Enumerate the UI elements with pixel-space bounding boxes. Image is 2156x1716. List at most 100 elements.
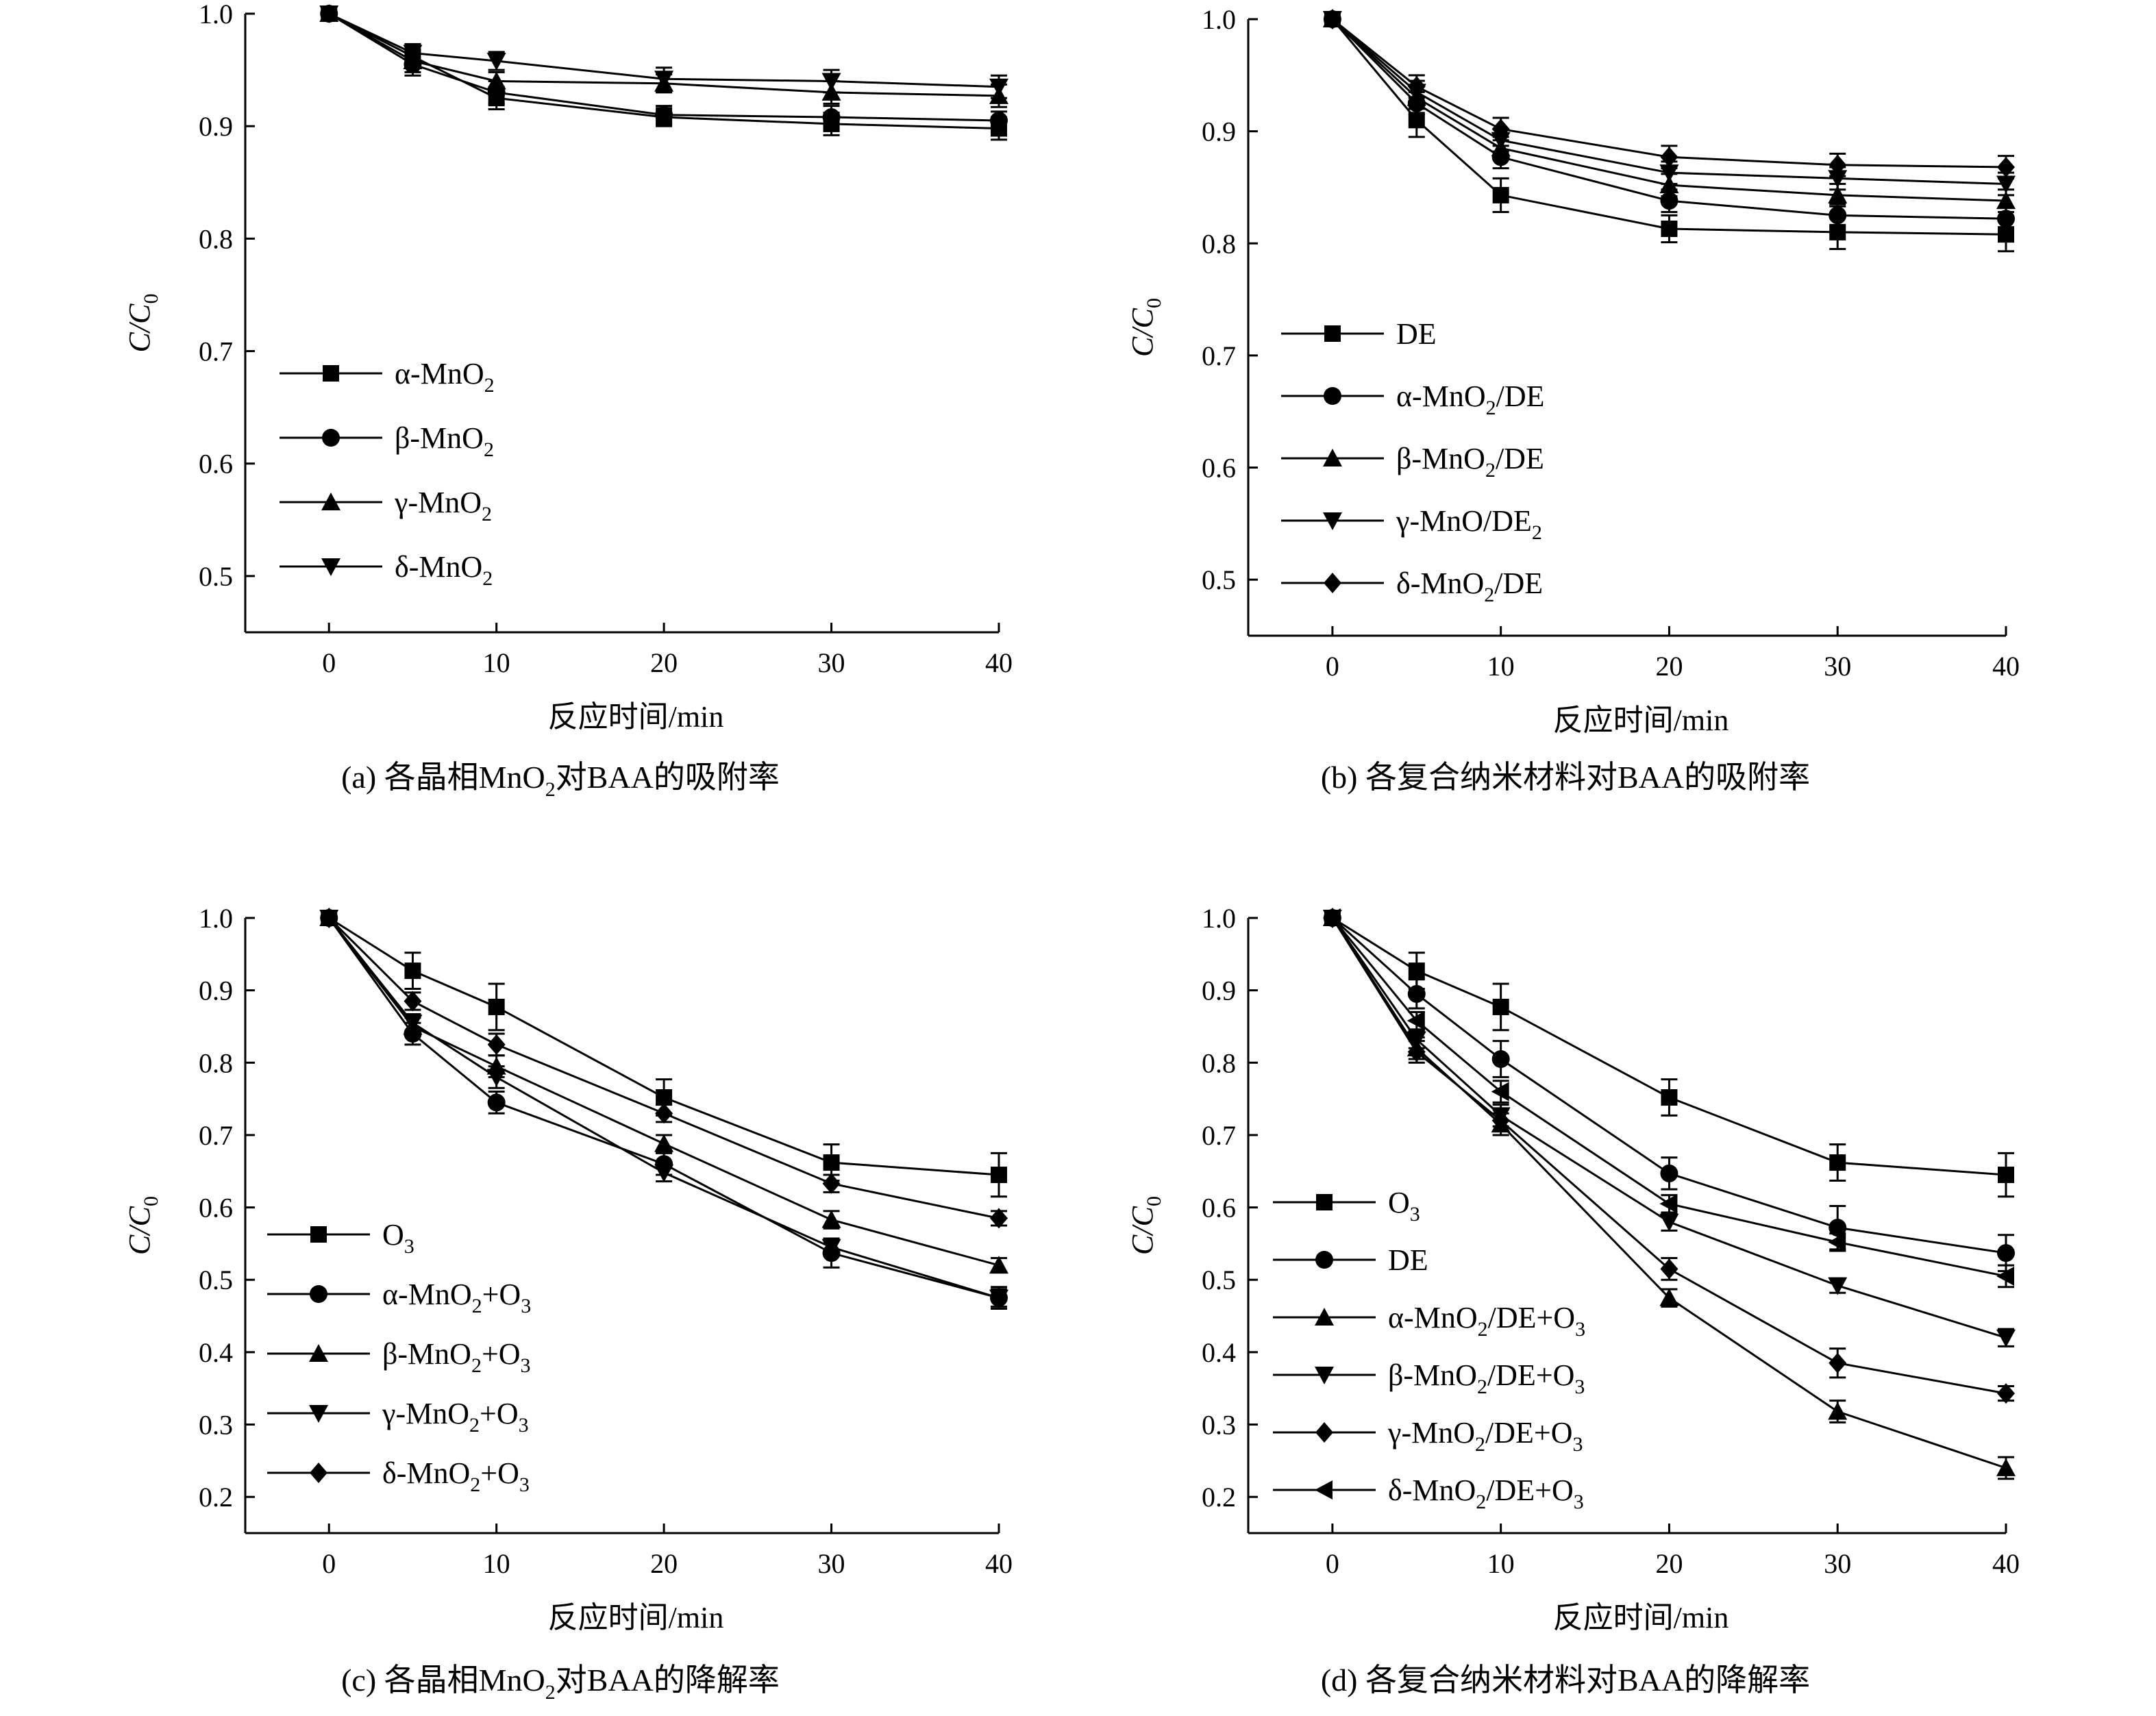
data-point xyxy=(1660,147,1678,168)
legend-marker xyxy=(1315,1422,1333,1443)
legend-label-run-0: γ-MnO xyxy=(1387,1416,1475,1450)
data-point xyxy=(654,1134,674,1152)
series-line xyxy=(328,12,1000,97)
legend-marker xyxy=(309,1344,328,1362)
y-axis-title-main: C/C xyxy=(123,303,156,353)
data-point xyxy=(1491,1082,1509,1102)
panel-caption: (b) 各复合纳米材料对BAA的吸附率 xyxy=(1321,760,1810,795)
legend-label: α-MnO2/DE+O3 xyxy=(1388,1301,1585,1341)
y-tick-label: 0.9 xyxy=(1202,116,1236,147)
legend-label-run-1: 2 xyxy=(469,1414,480,1437)
data-point xyxy=(1322,908,1341,928)
data-point xyxy=(1492,998,1509,1015)
chart-panel-a: 0.50.60.70.80.91.00 10 20 30 40反应时间/minC/C0α… xyxy=(123,0,1013,801)
series-b-4 xyxy=(1323,9,2015,179)
y-tick-label: 0.8 xyxy=(1202,1047,1236,1078)
y-tick-label: 0.3 xyxy=(1202,1410,1236,1441)
legend-label: γ-MnO2 xyxy=(394,486,492,525)
panel-caption-run-1: 2 xyxy=(545,778,556,801)
legend-label-run-3: 3 xyxy=(1575,1318,1585,1341)
series-line xyxy=(1331,917,2007,1254)
legend-label-run-1: 2 xyxy=(472,1295,482,1317)
y-axis-title: C/C0 xyxy=(123,294,162,353)
data-point xyxy=(1998,1167,2014,1184)
y-tick-label: 0.7 xyxy=(199,336,233,367)
data-point xyxy=(1997,1244,2015,1263)
y-tick-label: 0.6 xyxy=(199,1193,233,1223)
data-point xyxy=(1491,1110,1510,1131)
legend-label-run-1: 2 xyxy=(484,374,495,397)
legend-label-run-0: DE xyxy=(1396,317,1437,351)
series-line xyxy=(328,12,1000,129)
y-tick-label: 0.3 xyxy=(199,1410,233,1441)
x-tick-label: 0 xyxy=(322,1548,336,1579)
legend-label-run-0: δ-MnO xyxy=(395,550,482,584)
legend-label-run-0: γ-MnO/DE xyxy=(1396,504,1532,538)
legend-marker xyxy=(1315,1308,1334,1326)
y-axis-title-group: C/C0 xyxy=(123,1196,162,1255)
y-axis-title-group: C/C0 xyxy=(1126,1196,1165,1255)
y-tick-label: 0.6 xyxy=(1202,1193,1236,1223)
data-point xyxy=(1408,962,1425,980)
data-point xyxy=(821,1210,841,1228)
data-point xyxy=(1407,1011,1425,1031)
legend-entry: β-MnO2/DE xyxy=(1281,442,1544,482)
legend-label-run-1: 2 xyxy=(1485,459,1496,482)
data-point xyxy=(989,1289,1008,1308)
data-point xyxy=(403,45,423,63)
data-point xyxy=(1829,206,1847,225)
legend-label: O3 xyxy=(382,1218,414,1258)
legend-entry: DE xyxy=(1281,317,1437,351)
y-axis-title: C/C0 xyxy=(1126,298,1165,357)
legend-label-run-2: /DE xyxy=(1496,442,1544,475)
data-point xyxy=(487,1093,506,1112)
legend-label-run-3: 3 xyxy=(519,1473,530,1496)
legend-marker xyxy=(322,429,340,447)
data-point xyxy=(655,105,673,124)
y-tick-label: 0.5 xyxy=(199,561,233,592)
legend-label-run-0: β-MnO xyxy=(1396,442,1485,475)
x-axis-title: 反应时间/min xyxy=(548,1601,724,1634)
x-tick-label: 10 xyxy=(483,647,510,678)
legend-label: γ-MnO/DE2 xyxy=(1396,504,1542,544)
legend-label-run-1: 2 xyxy=(482,567,493,590)
legend-label-run-3: 3 xyxy=(519,1414,529,1437)
legend-label-run-2: +O xyxy=(480,1397,519,1430)
legend-label-run-1: 2 xyxy=(484,438,494,461)
legend-label-run-1: 2 xyxy=(1532,521,1542,544)
series-line xyxy=(328,917,1000,1219)
legend-label-run-1: 3 xyxy=(1410,1203,1420,1226)
legend-entry: β-MnO2+O3 xyxy=(267,1337,531,1377)
y-tick-label: 0.4 xyxy=(199,1337,233,1368)
legend-label: δ-MnO2+O3 xyxy=(382,1456,530,1496)
legend-label-run-1: 2 xyxy=(471,1354,482,1377)
series-line xyxy=(1331,18,2007,186)
y-tick-label: 0.6 xyxy=(1202,453,1236,484)
legend-label-run-0: δ-MnO xyxy=(1396,567,1484,600)
legend-entry: δ-MnO2/DE xyxy=(1281,567,1543,606)
legend-label: γ-MnO2/DE+O3 xyxy=(1387,1416,1583,1456)
x-tick-label: 10 xyxy=(483,1548,510,1579)
y-tick-label: 1.0 xyxy=(1202,903,1236,934)
legend-label-run-3: 3 xyxy=(1572,1433,1583,1456)
series-line xyxy=(1331,917,2007,1278)
x-tick-label: 10 xyxy=(1487,651,1515,682)
legend-entry: α-MnO2 xyxy=(280,357,495,397)
legend-label-run-0: O xyxy=(1388,1186,1410,1219)
y-tick-label: 0.7 xyxy=(1202,340,1236,371)
legend-label-run-0: α-MnO xyxy=(1396,380,1486,413)
legend-label-run-0: O xyxy=(382,1218,404,1252)
data-point xyxy=(404,962,421,980)
panel-caption: (c) 各晶相MnO2对BAA的降解率 xyxy=(341,1663,780,1704)
legend-entry: β-MnO2 xyxy=(280,421,494,461)
data-point xyxy=(1407,76,1426,97)
legend-label: DE xyxy=(1396,317,1437,351)
x-tick-label: 40 xyxy=(985,1548,1013,1579)
legend-entry: β-MnO2/DE+O3 xyxy=(1273,1358,1585,1398)
data-point xyxy=(822,1173,841,1194)
data-point xyxy=(488,998,505,1015)
series-a-2 xyxy=(319,4,1008,108)
legend-label: O3 xyxy=(1388,1186,1420,1226)
series-line xyxy=(328,12,1000,88)
panel-caption: (d) 各复合纳米材料对BAA的降解率 xyxy=(1321,1663,1810,1698)
